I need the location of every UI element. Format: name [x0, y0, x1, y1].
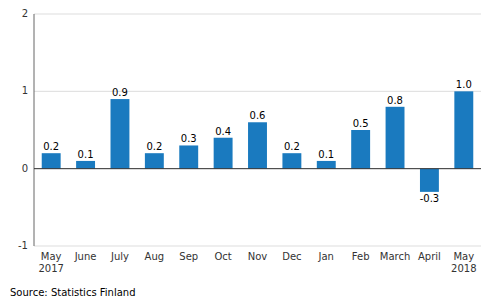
x-tick-label: Aug — [145, 251, 165, 262]
y-axis: -1 0 1 2 — [18, 8, 28, 251]
grid-line — [34, 246, 481, 247]
y-tick-label: -1 — [18, 240, 28, 251]
bar — [42, 153, 61, 168]
bars — [42, 91, 474, 192]
bar — [351, 130, 370, 169]
data-label: 0.3 — [181, 133, 197, 144]
bar — [386, 107, 405, 169]
y-axis-line — [34, 14, 35, 246]
grid-line — [34, 91, 481, 92]
x-axis: May2017 June July Aug Sep Oct Nov Dec Jan Feb Marc… — [38, 251, 476, 274]
x-tick-label: July — [110, 251, 129, 262]
data-label: 0.2 — [146, 141, 162, 152]
y-tick-label: 0 — [22, 163, 28, 174]
data-label: 1.0 — [456, 79, 472, 90]
bar — [179, 145, 198, 168]
bar — [317, 161, 336, 169]
grid-line — [34, 168, 481, 169]
bar — [145, 153, 164, 168]
data-label: 0.6 — [250, 110, 266, 121]
grid-line — [34, 14, 481, 15]
chart: -1 0 1 2 0.2 0.1 0.9 0.2 0.3 0.4 0.6 0.2 0.1 0.5 0.8 -0… — [0, 0, 493, 304]
x-tick-label: June — [74, 251, 97, 262]
x-tick-label: May2018 — [451, 251, 476, 274]
bar — [111, 99, 130, 169]
y-tick-label: 2 — [22, 8, 28, 19]
chart-container: -1 0 1 2 0.2 0.1 0.9 0.2 0.3 0.4 0.6 0.2 0.1 0.5 0.8 -0… — [0, 0, 493, 304]
x-tick-label: May2017 — [38, 251, 63, 274]
data-label: 0.1 — [318, 149, 334, 160]
data-label: 0.5 — [353, 118, 369, 129]
x-tick-label: Dec — [282, 251, 301, 262]
x-tick-label: Nov — [248, 251, 268, 262]
data-label: -0.3 — [420, 193, 440, 204]
y-tick-label: 1 — [22, 85, 28, 96]
zero-line — [34, 168, 481, 169]
source-note: Source: Statistics Finland — [10, 287, 136, 298]
bar — [420, 169, 439, 192]
x-tick-label: Oct — [214, 251, 231, 262]
data-label: 0.1 — [78, 149, 94, 160]
bar — [214, 138, 233, 169]
grid — [34, 14, 481, 246]
bar — [454, 91, 473, 168]
x-tick-label: Jan — [318, 251, 334, 262]
x-tick-label: Sep — [179, 251, 198, 262]
data-label: 0.2 — [43, 141, 59, 152]
data-label: 0.8 — [387, 95, 403, 106]
data-label: 0.4 — [215, 126, 231, 137]
x-tick-label: March — [380, 251, 410, 262]
bar — [76, 161, 95, 169]
bar — [282, 153, 301, 168]
data-label: 0.2 — [284, 141, 300, 152]
x-tick-label: April — [418, 251, 441, 262]
data-label: 0.9 — [112, 87, 128, 98]
x-tick-label: Feb — [352, 251, 370, 262]
data-labels: 0.2 0.1 0.9 0.2 0.3 0.4 0.6 0.2 0.1 0.5 0.8 -0.3 1.0 — [43, 79, 472, 204]
bar — [248, 122, 267, 168]
